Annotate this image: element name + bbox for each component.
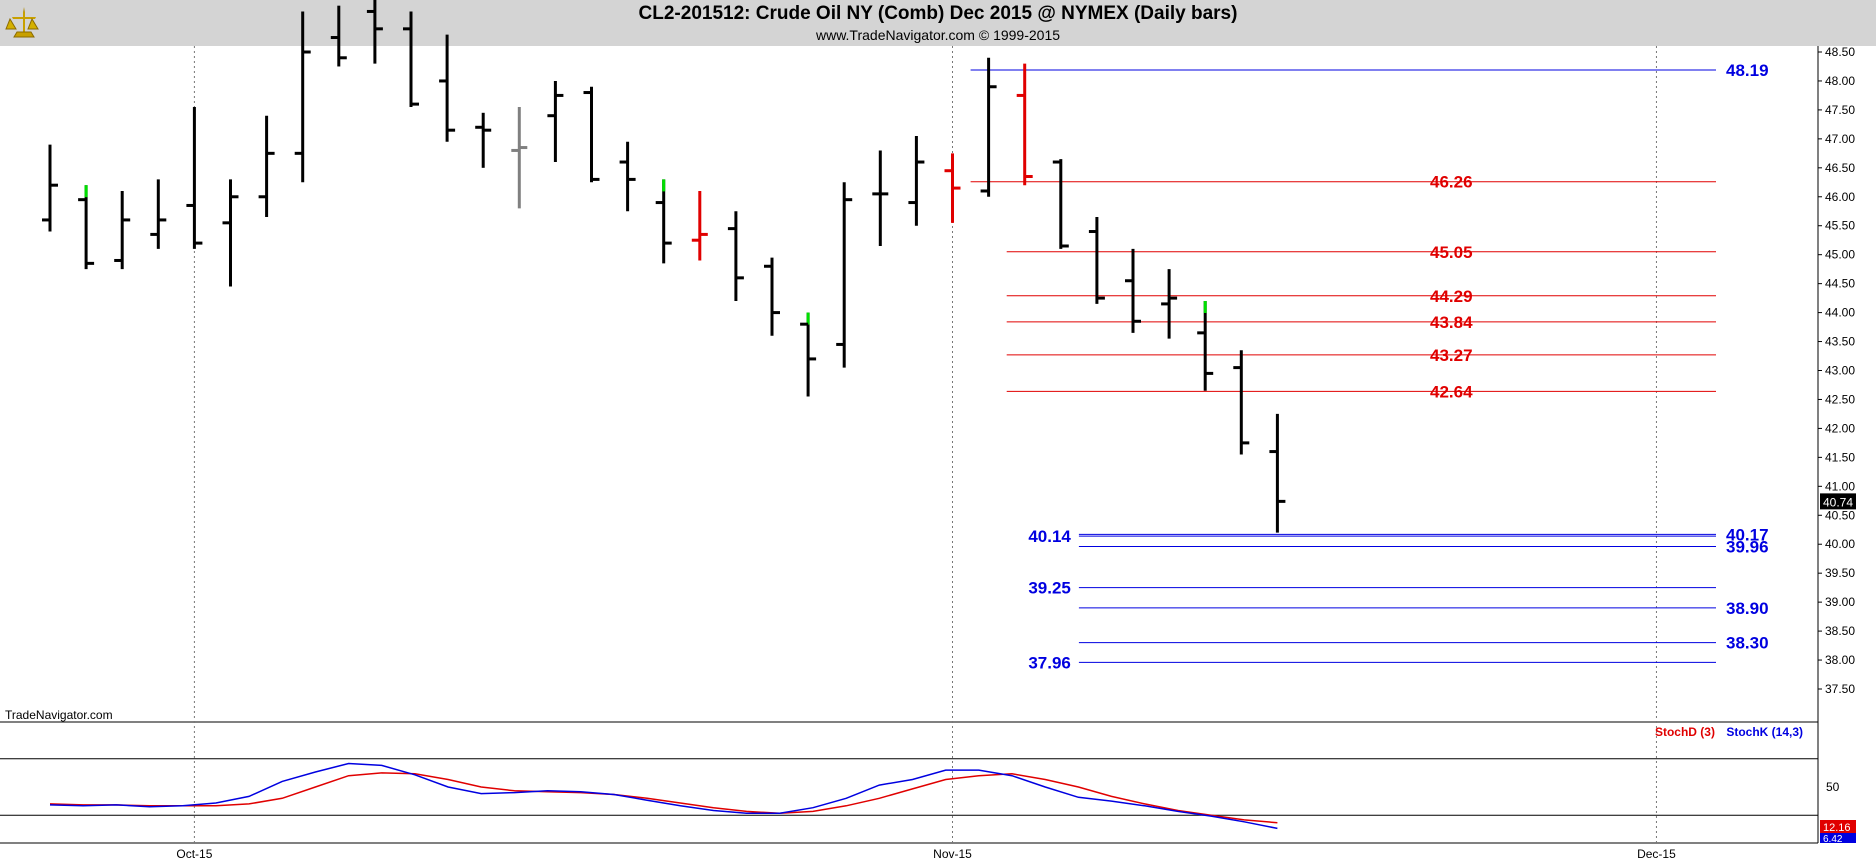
y-tick-label: 45.00 (1825, 248, 1855, 262)
y-tick-label: 43.50 (1825, 335, 1855, 349)
y-tick-label: 47.00 (1825, 132, 1855, 146)
y-tick-label: 38.50 (1825, 624, 1855, 638)
level-label: 40.14 (1028, 527, 1071, 546)
y-tick-label: 45.50 (1825, 219, 1855, 233)
y-tick-label: 41.50 (1825, 450, 1855, 464)
trade-navigator-logo-icon (5, 7, 39, 38)
last-price-label: 40.74 (1823, 495, 1853, 509)
level-label: 46.26 (1430, 173, 1473, 192)
y-tick-label: 40.50 (1825, 508, 1855, 522)
y-tick-label: 47.50 (1825, 103, 1855, 117)
x-tick-label: Dec-15 (1637, 847, 1676, 861)
osc-y-tick-label: 50 (1826, 780, 1840, 794)
level-label: 38.90 (1726, 599, 1769, 618)
last-price-marker (1820, 493, 1856, 510)
x-tick-label: Nov-15 (933, 847, 972, 861)
level-label: 43.84 (1430, 313, 1473, 332)
stoch-k-line (49, 762, 1278, 830)
chart-subtitle: www.TradeNavigator.com © 1999-2015 (815, 27, 1061, 43)
legend-stoch-d: StochD (3) (1654, 725, 1715, 739)
level-label: 42.64 (1430, 382, 1473, 401)
level-label: 44.29 (1430, 287, 1473, 306)
y-tick-label: 44.00 (1825, 306, 1855, 320)
legend-stoch-k: StochK (14,3) (1726, 725, 1803, 739)
y-tick-label: 43.00 (1825, 364, 1855, 378)
y-tick-label: 42.50 (1825, 392, 1855, 406)
level-label: 39.25 (1028, 579, 1071, 598)
y-tick-label: 41.00 (1825, 479, 1855, 493)
level-label: 39.96 (1726, 538, 1769, 557)
indicator-legend: StochD (3) StochK (14,3) (1655, 725, 1803, 739)
y-tick-label: 46.00 (1825, 190, 1855, 204)
stoch-d-line (49, 772, 1278, 824)
y-tick-label: 42.00 (1825, 421, 1855, 435)
stoch-d-last-marker (1820, 820, 1856, 834)
y-tick-label: 38.00 (1825, 653, 1855, 667)
y-tick-label: 39.50 (1825, 566, 1855, 580)
stoch-d-last-value: 12.16 (1823, 822, 1851, 834)
level-label: 37.96 (1028, 653, 1071, 672)
y-tick-label: 40.00 (1825, 537, 1855, 551)
chart-title: CL2-201512: Crude Oil NY (Comb) Dec 2015… (638, 3, 1238, 24)
y-tick-label: 39.00 (1825, 595, 1855, 609)
level-label: 40.17 (1726, 525, 1769, 544)
level-label: 43.27 (1430, 346, 1473, 365)
y-tick-label: 48.00 (1825, 74, 1855, 88)
chart-header: CL2-201512: Crude Oil NY (Comb) Dec 2015… (0, 0, 1876, 46)
level-label: 38.30 (1726, 634, 1769, 653)
x-tick-label: Oct-15 (176, 847, 212, 861)
y-tick-label: 48.50 (1825, 45, 1855, 59)
level-label: 45.05 (1430, 243, 1473, 262)
stoch-k-last-marker (1820, 833, 1856, 843)
stoch-k-last-value: 6.42 (1823, 834, 1843, 845)
y-tick-label: 44.50 (1825, 277, 1855, 291)
y-tick-label: 37.50 (1825, 682, 1855, 696)
y-tick-label: 46.50 (1825, 161, 1855, 175)
level-label: 48.19 (1726, 61, 1769, 80)
watermark: TradeNavigator.com (5, 708, 113, 722)
